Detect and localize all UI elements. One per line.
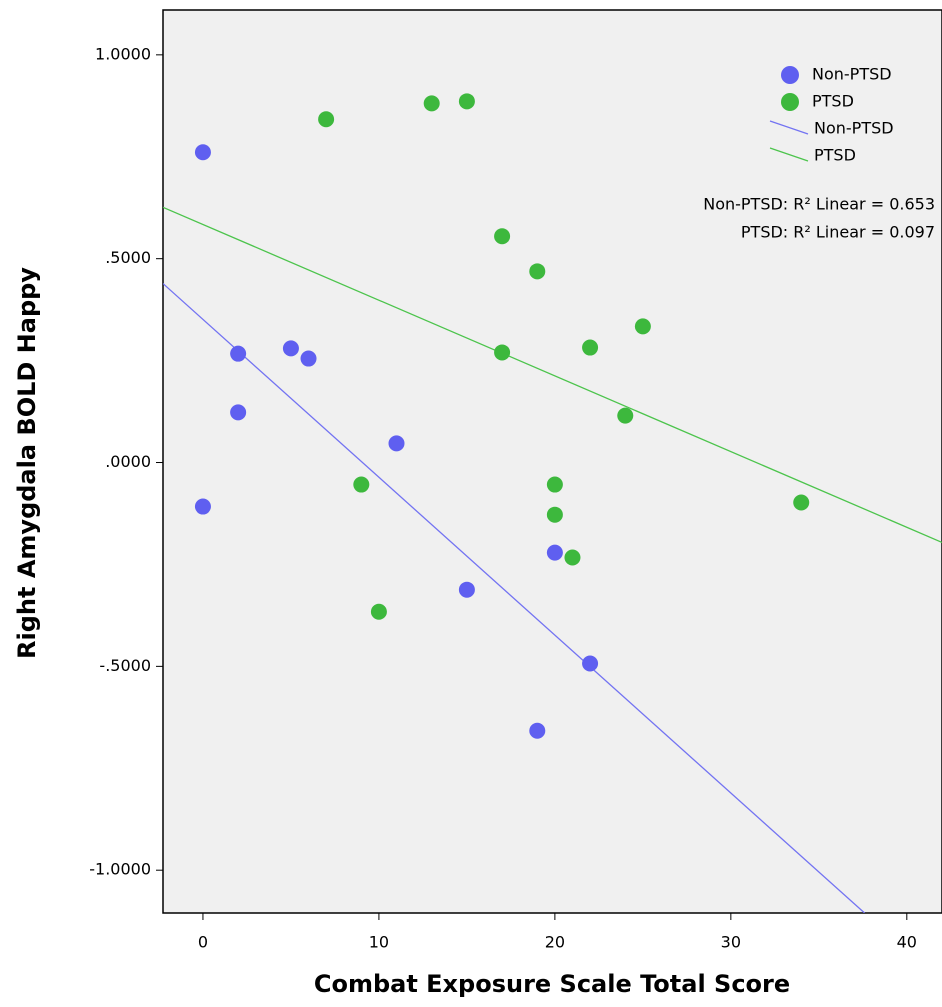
y-tick-label: .5000: [105, 248, 151, 267]
legend-marker: [781, 66, 799, 84]
point: [370, 603, 387, 620]
point: [793, 494, 810, 511]
y-tick-label: .0000: [105, 452, 151, 471]
point: [546, 506, 563, 523]
fit-line: [163, 206, 942, 544]
point: [634, 318, 651, 335]
x-tick-label: 10: [369, 933, 389, 952]
point: [564, 549, 581, 566]
x-tick-label: 20: [545, 933, 565, 952]
point: [494, 344, 511, 361]
legend-marker: [781, 93, 799, 111]
point: [494, 228, 511, 245]
point: [318, 111, 335, 128]
point: [282, 340, 299, 357]
point: [230, 345, 247, 362]
point: [194, 144, 211, 161]
point: [353, 476, 370, 493]
point: [458, 581, 475, 598]
point: [300, 350, 317, 367]
plot-area: [162, 9, 942, 914]
point: [617, 407, 634, 424]
x-tick-label: 40: [897, 933, 917, 952]
x-tick-label: 30: [721, 933, 741, 952]
point: [546, 544, 563, 561]
legend-line: [769, 120, 809, 135]
y-axis-title: Right Amygdala BOLD Happy: [13, 267, 41, 659]
x-axis-title: Combat Exposure Scale Total Score: [314, 970, 790, 998]
point: [582, 655, 599, 672]
annotation: Non-PTSD: R² Linear = 0.653: [703, 195, 935, 214]
legend-line: [769, 147, 809, 162]
point: [423, 95, 440, 112]
y-tick-label: 1.0000: [95, 44, 151, 63]
point: [458, 93, 475, 110]
legend-label: PTSD: [812, 92, 854, 111]
point: [230, 404, 247, 421]
point: [388, 435, 405, 452]
legend-label: Non-PTSD: [812, 65, 892, 84]
point: [546, 476, 563, 493]
y-tick-label: -1.0000: [89, 860, 151, 879]
legend-label: Non-PTSD: [814, 119, 894, 138]
point: [529, 722, 546, 739]
point: [529, 263, 546, 280]
fit-line: [163, 283, 866, 913]
annotation: PTSD: R² Linear = 0.097: [741, 223, 935, 242]
point: [194, 498, 211, 515]
legend-label: PTSD: [814, 146, 856, 165]
y-tick-label: -.5000: [99, 656, 151, 675]
x-tick-label: 0: [198, 933, 208, 952]
point: [582, 339, 599, 356]
